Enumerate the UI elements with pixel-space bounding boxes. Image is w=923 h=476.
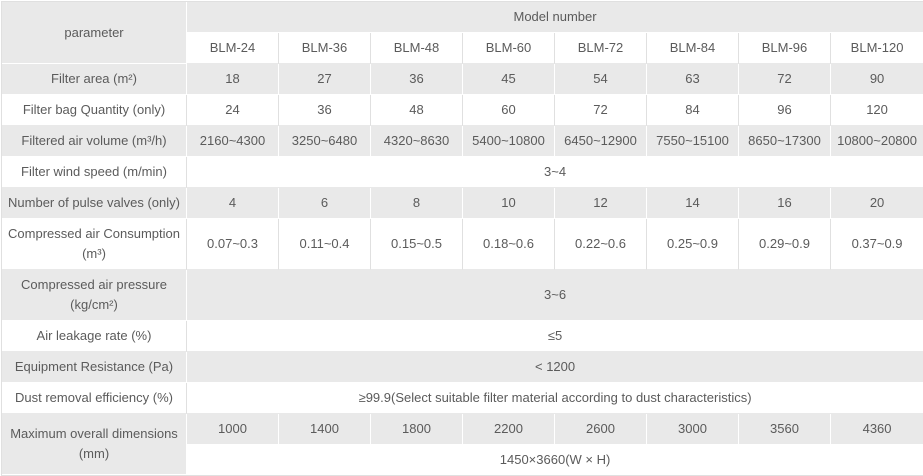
parameter-header-cell: parameter [2,2,187,64]
value-cell: 6 [279,188,371,219]
span-value-cell: 1450×3660(W × H) [187,445,923,475]
value-cell: 2600 [555,414,647,445]
value-cell: 72 [555,95,647,126]
value-cell: 8 [371,188,463,219]
value-cell: 60 [463,95,555,126]
value-cell: 0.18~0.6 [463,219,555,270]
value-cell: 4320~8630 [371,126,463,157]
table-row: Dust removal efficiency (%) ≥99.9(Select … [2,383,923,414]
value-cell: 4360 [831,414,923,445]
model-header-cell: BLM-60 [463,33,555,64]
value-cell: 4 [187,188,279,219]
table-row: Filter area (m²) 18 27 36 45 54 63 72 90 [2,64,923,95]
table-row: Filtered air volume (m³/h) 2160~4300 3250~… [2,126,923,157]
row-label-line2: (kg/cm²) [70,297,118,312]
value-cell: 5400~10800 [463,126,555,157]
value-cell: 0.37~0.9 [831,219,923,270]
span-value-cell: < 1200 [187,352,923,383]
value-cell: 36 [279,95,371,126]
span-value-cell: ≤5 [187,321,923,352]
value-cell: 0.25~0.9 [647,219,739,270]
table-row: Air leakage rate (%) ≤5 [2,321,923,352]
value-cell: 10 [463,188,555,219]
model-header-cell: BLM-48 [371,33,463,64]
value-cell: 16 [739,188,831,219]
value-cell: 48 [371,95,463,126]
value-cell: 8650~17300 [739,126,831,157]
span-value-cell: 3~4 [187,157,923,188]
value-cell: 45 [463,64,555,95]
row-label-cell: Filter bag Quantity (only) [2,95,187,126]
value-cell: 7550~15100 [647,126,739,157]
model-header-cell: BLM-96 [739,33,831,64]
value-cell: 1400 [279,414,371,445]
value-cell: 63 [647,64,739,95]
value-cell: 24 [187,95,279,126]
row-label-cell: Filter area (m²) [2,64,187,95]
model-header-cell: BLM-36 [279,33,371,64]
value-cell: 120 [831,95,923,126]
row-label-cell: Compressed air Consumption (m³) [2,219,187,270]
row-label-cell: Dust removal efficiency (%) [2,383,187,414]
model-header-cell: BLM-72 [555,33,647,64]
span-value-cell: 3~6 [187,270,923,321]
value-cell: 84 [647,95,739,126]
model-header-cell: BLM-84 [647,33,739,64]
value-cell: 1000 [187,414,279,445]
model-header-cell: BLM-24 [187,33,279,64]
value-cell: 14 [647,188,739,219]
row-label-cell: Filter wind speed (m/min) [2,157,187,188]
value-cell: 2160~4300 [187,126,279,157]
row-label-line1: Compressed air Consumption [8,226,180,241]
value-cell: 0.29~0.9 [739,219,831,270]
value-cell: 3000 [647,414,739,445]
model-header-cell: BLM-120 [831,33,923,64]
table-row: Filter wind speed (m/min) 3~4 [2,157,923,188]
row-label-cell: Air leakage rate (%) [2,321,187,352]
row-label-line2: (mm) [78,446,110,461]
value-cell: 54 [555,64,647,95]
value-cell: 10800~20800 [831,126,923,157]
value-cell: 20 [831,188,923,219]
span-value-cell: ≥99.9(Select suitable filter material ac… [187,383,923,414]
table-row: parameter Model number [2,2,923,64]
value-cell: 12 [555,188,647,219]
table-row: Compressed air pressure (kg/cm²) 3~6 [2,270,923,321]
table-row: Number of pulse valves (only) 4 6 8 10 12 14 16… [2,188,923,219]
value-cell: 3250~6480 [279,126,371,157]
value-cell: 2200 [463,414,555,445]
row-label-line1: Compressed air pressure [21,277,167,292]
value-cell: 96 [739,95,831,126]
value-cell: 0.22~0.6 [555,219,647,270]
row-label-cell: Compressed air pressure (kg/cm²) [2,270,187,321]
table-row: BLM-24 BLM-36 BLM-48 BLM-60 BLM-72 BLM-84 BLM-… [2,33,923,64]
value-cell: 72 [739,64,831,95]
row-label-cell: Maximum overall dimensions (mm) [2,414,187,475]
row-label-cell: Number of pulse valves (only) [2,188,187,219]
row-label-cell: Equipment Resistance (Pa) [2,352,187,383]
row-label-line1: Maximum overall dimensions [10,426,178,441]
row-label-line2: (m³) [82,246,106,261]
value-cell: 27 [279,64,371,95]
value-cell: 6450~12900 [555,126,647,157]
value-cell: 36 [371,64,463,95]
value-cell: 0.11~0.4 [279,219,371,270]
table-row: Filter bag Quantity (only) 24 36 48 60 72 84 96… [2,95,923,126]
table-row: Compressed air Consumption (m³) 0.07~0.3 0.… [2,219,923,270]
table-row: Maximum overall dimensions (mm) 1000 1400 18… [2,414,923,475]
value-cell: 0.07~0.3 [187,219,279,270]
model-number-header-cell: Model number [187,2,923,33]
row-label-cell: Filtered air volume (m³/h) [2,126,187,157]
value-cell: 3560 [739,414,831,445]
value-cell: 0.15~0.5 [371,219,463,270]
value-cell: 1800 [371,414,463,445]
value-cell: 90 [831,64,923,95]
value-cell: 18 [187,64,279,95]
table-row: Equipment Resistance (Pa) < 1200 [2,352,923,383]
